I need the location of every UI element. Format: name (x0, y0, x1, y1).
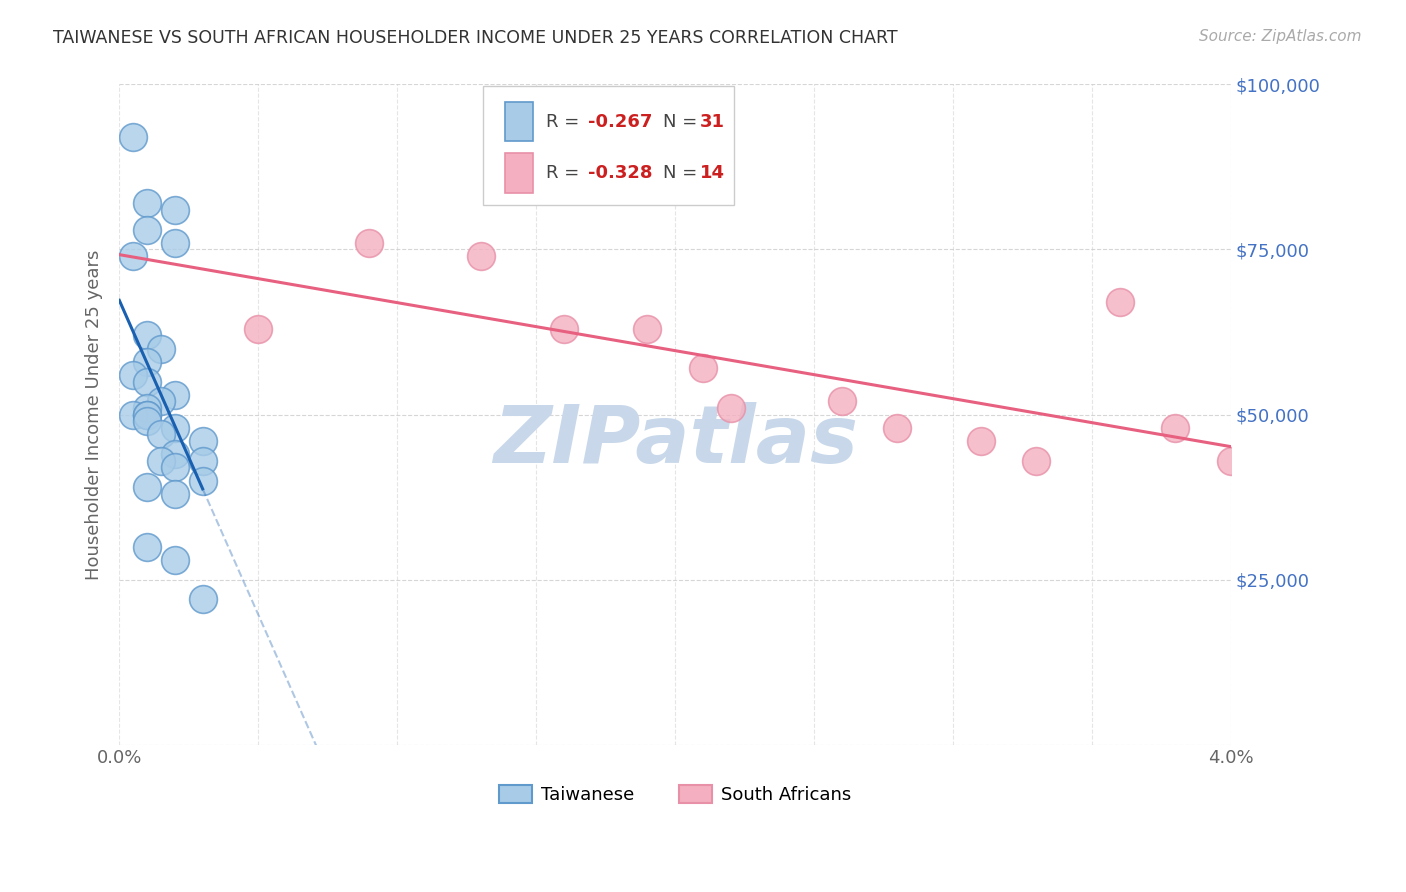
Text: N =: N = (662, 164, 703, 182)
Bar (505, 102, 533, 141)
Point (122, 368, 145, 382)
Point (692, 361, 714, 376)
Point (136, 222, 159, 236)
Point (136, 355, 159, 369)
Point (886, 421, 908, 435)
Point (831, 394, 853, 409)
Text: 14: 14 (700, 164, 724, 182)
Point (136, 408, 159, 422)
Point (720, 401, 742, 415)
Point (149, 342, 172, 356)
Point (163, 553, 186, 567)
Point (122, 130, 145, 145)
Point (136, 414, 159, 428)
Legend: Taiwanese, South Africans: Taiwanese, South Africans (492, 778, 858, 812)
Point (191, 474, 214, 488)
Text: ZIPatlas: ZIPatlas (492, 402, 858, 480)
Point (149, 394, 172, 409)
Point (163, 447, 186, 461)
Point (1220, 454, 1243, 468)
Text: 31: 31 (700, 112, 724, 130)
Text: R =: R = (546, 112, 585, 130)
FancyBboxPatch shape (482, 86, 734, 205)
Point (149, 427, 172, 442)
Point (136, 328, 159, 343)
Point (163, 421, 186, 435)
Point (163, 202, 186, 217)
Point (122, 408, 145, 422)
Bar (505, 153, 533, 193)
Point (136, 401, 159, 415)
Point (1108, 295, 1130, 310)
Point (553, 321, 575, 335)
Point (191, 434, 214, 448)
Text: TAIWANESE VS SOUTH AFRICAN HOUSEHOLDER INCOME UNDER 25 YEARS CORRELATION CHART: TAIWANESE VS SOUTH AFRICAN HOUSEHOLDER I… (53, 29, 898, 46)
Point (163, 388, 186, 402)
Point (136, 480, 159, 494)
Text: -0.328: -0.328 (588, 164, 652, 182)
Text: N =: N = (662, 112, 703, 130)
Point (149, 454, 172, 468)
Text: R =: R = (546, 164, 585, 182)
Point (191, 454, 214, 468)
Point (247, 321, 270, 335)
Point (359, 235, 381, 250)
Text: Source: ZipAtlas.com: Source: ZipAtlas.com (1198, 29, 1361, 44)
Point (136, 408, 159, 422)
Point (136, 375, 159, 389)
Point (163, 487, 186, 501)
Point (122, 249, 145, 263)
Point (1164, 421, 1187, 435)
Point (136, 196, 159, 211)
Point (1025, 454, 1047, 468)
Y-axis label: Householder Income Under 25 years: Householder Income Under 25 years (86, 250, 103, 580)
Point (163, 235, 186, 250)
Point (636, 321, 658, 335)
Point (970, 434, 993, 448)
Point (136, 540, 159, 554)
Point (191, 592, 214, 607)
Point (163, 460, 186, 475)
Text: -0.267: -0.267 (588, 112, 652, 130)
Point (470, 249, 492, 263)
